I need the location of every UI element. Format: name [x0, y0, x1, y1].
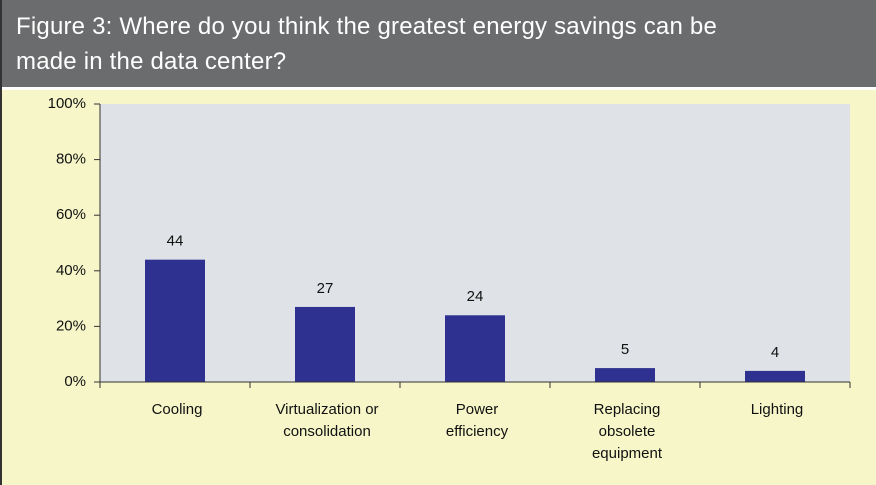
- header: Figure 3: Where do you think the greates…: [2, 0, 876, 90]
- value-label: 44: [167, 233, 184, 250]
- y-tick-label: 0%: [64, 373, 86, 390]
- x-tick-label: Lighting: [750, 401, 804, 418]
- bar: [745, 370, 805, 382]
- y-tick-label: 20%: [56, 317, 86, 334]
- y-tick-label: 100%: [48, 95, 86, 112]
- y-tick-label: 60%: [56, 206, 86, 223]
- bar: [595, 368, 655, 382]
- value-label: 5: [621, 341, 629, 358]
- y-tick-label: 40%: [56, 262, 86, 279]
- value-label: 27: [317, 280, 334, 297]
- y-tick-label: 80%: [56, 151, 86, 168]
- chart-title: Figure 3: Where do you think the greates…: [16, 13, 717, 75]
- value-label: 24: [467, 288, 484, 305]
- bar: [145, 259, 205, 382]
- bar: [295, 306, 355, 382]
- x-tick-label: Power efficiency: [445, 401, 509, 440]
- x-tick-label: Virtualization or consolidation: [275, 401, 379, 440]
- value-label: 4: [771, 344, 779, 361]
- bar: [445, 315, 505, 382]
- x-tick-label: Replacing obsolete equipment: [591, 401, 663, 462]
- x-tick-label: Cooling: [151, 401, 203, 418]
